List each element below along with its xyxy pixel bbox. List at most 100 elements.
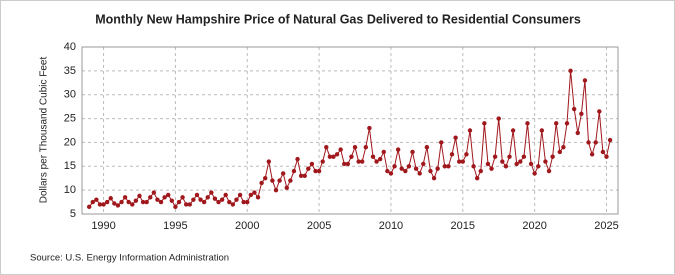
data-point — [442, 164, 448, 169]
data-point — [248, 192, 254, 198]
data-point — [550, 154, 555, 159]
data-point — [227, 199, 232, 205]
data-point — [198, 197, 203, 202]
data-point — [94, 197, 99, 202]
data-point — [428, 168, 433, 174]
data-point — [108, 196, 113, 201]
data-point — [424, 145, 430, 150]
data-point — [568, 68, 573, 74]
data-point — [417, 171, 422, 176]
data-point — [406, 164, 412, 169]
x-tick-label: 2020 — [522, 220, 546, 232]
x-tick-label: 1990 — [91, 220, 115, 232]
data-point — [234, 197, 239, 202]
data-point — [162, 195, 167, 200]
data-point — [500, 159, 505, 164]
y-axis-label: Dollars per Thousand Cubic Feet — [39, 57, 50, 204]
data-point — [86, 204, 92, 210]
data-point — [507, 154, 512, 159]
data-point — [571, 106, 577, 112]
data-point — [266, 159, 272, 164]
y-tick-label: 25 — [64, 112, 76, 124]
data-point — [467, 128, 473, 133]
data-point — [543, 159, 548, 164]
x-tick-label: 2010 — [379, 220, 403, 232]
data-point — [194, 192, 200, 198]
data-point — [148, 195, 153, 200]
data-point — [586, 140, 591, 145]
data-point — [327, 154, 333, 159]
data-point — [503, 164, 509, 169]
data-point — [593, 140, 598, 145]
data-point — [151, 190, 157, 195]
data-point — [356, 159, 361, 164]
data-point — [302, 173, 307, 179]
data-point — [478, 168, 483, 174]
data-point — [187, 202, 192, 207]
data-point — [133, 198, 139, 203]
y-tick-label: 15 — [64, 160, 76, 172]
data-point — [324, 145, 329, 150]
data-point — [137, 193, 142, 199]
data-point — [309, 161, 315, 167]
data-point — [352, 145, 358, 150]
x-tick-label: 2015 — [451, 220, 475, 232]
data-point — [439, 140, 444, 145]
data-point — [180, 195, 185, 200]
data-point — [104, 199, 110, 205]
data-point — [230, 202, 236, 207]
data-point — [528, 161, 534, 167]
data-point — [173, 204, 178, 210]
data-point — [403, 168, 408, 174]
data-point — [392, 164, 397, 169]
data-point — [241, 199, 246, 205]
data-point — [212, 196, 218, 201]
data-point — [554, 121, 559, 126]
data-point — [97, 202, 103, 207]
data-point — [158, 199, 164, 205]
data-point — [306, 166, 311, 171]
data-point — [263, 176, 268, 181]
data-point — [536, 164, 541, 169]
data-point — [597, 109, 602, 114]
data-point — [298, 173, 304, 179]
data-point — [370, 154, 376, 159]
data-point — [166, 192, 171, 198]
data-point — [126, 199, 131, 205]
data-point — [331, 154, 336, 159]
data-point — [119, 199, 124, 205]
data-point — [374, 159, 379, 164]
data-point — [338, 147, 343, 152]
data-point — [140, 199, 146, 205]
data-point — [201, 199, 207, 205]
data-point — [288, 178, 293, 183]
data-point — [431, 176, 437, 181]
data-point — [277, 178, 282, 183]
data-point — [259, 180, 264, 186]
data-point — [564, 121, 570, 126]
data-point — [474, 176, 480, 181]
x-tick-label: 2025 — [594, 220, 618, 232]
data-point — [216, 199, 221, 205]
data-point — [518, 159, 523, 164]
plot-border — [81, 46, 619, 215]
data-point — [532, 171, 537, 176]
data-point — [464, 152, 469, 157]
data-point — [237, 192, 243, 198]
data-point — [90, 199, 95, 205]
data-point — [191, 197, 196, 202]
data-point — [561, 145, 566, 150]
data-point — [546, 168, 552, 174]
data-point — [320, 159, 325, 164]
data-point — [557, 149, 563, 155]
data-point — [381, 149, 386, 155]
y-tick-label: 5 — [70, 208, 76, 220]
data-point — [223, 192, 228, 198]
data-point — [363, 145, 369, 150]
data-point — [410, 149, 415, 155]
data-point — [435, 166, 440, 171]
data-point — [367, 125, 372, 131]
data-point — [607, 137, 613, 143]
data-point — [449, 152, 455, 157]
data-point — [360, 159, 365, 164]
